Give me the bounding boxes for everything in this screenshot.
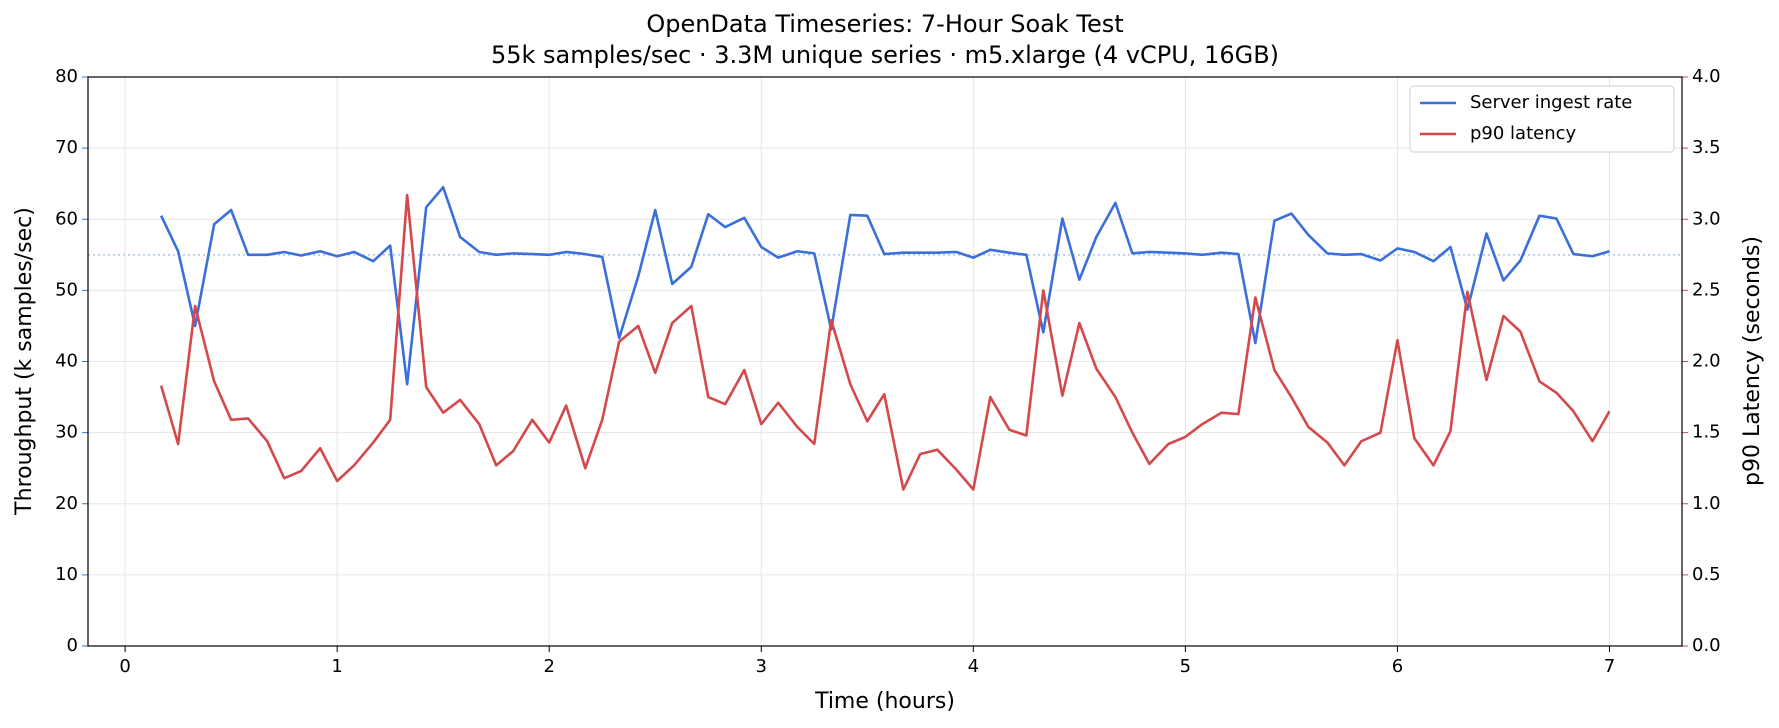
- y-tick-label: 10: [55, 564, 78, 585]
- y-tick-label: 50: [55, 279, 78, 300]
- legend-box: [1409, 85, 1675, 153]
- y2-tick-label: 3.5: [1692, 137, 1721, 158]
- y2-tick-label: 1.0: [1692, 493, 1721, 514]
- x-tick-label: 1: [331, 656, 342, 677]
- y2-tick-label: 2.5: [1692, 279, 1721, 300]
- legend-label: p90 latency: [1470, 123, 1577, 144]
- series-line: [159, 193, 1611, 491]
- y-tick-label: 0: [67, 635, 78, 656]
- x-tick-label: 4: [968, 656, 979, 677]
- y2-axis-label: p90 Latency (seconds): [1740, 236, 1765, 486]
- y2-tick-label: 4.0: [1692, 66, 1721, 87]
- y-tick-label: 40: [55, 351, 78, 372]
- y-tick-label: 30: [55, 422, 78, 443]
- y-tick-label: 70: [55, 137, 78, 158]
- x-axis-label: Time (hours): [814, 689, 955, 714]
- y2-tick-label: 2.0: [1692, 351, 1721, 372]
- x-tick-label: 3: [756, 656, 767, 677]
- x-tick-label: 7: [1604, 656, 1615, 677]
- x-tick-label: 2: [543, 656, 554, 677]
- legend: Server ingest rate p90 latency: [1409, 85, 1675, 153]
- x-tick-label: 6: [1392, 656, 1403, 677]
- y2-tick-label: 0.0: [1692, 635, 1721, 656]
- y2-tick-label: 3.0: [1692, 208, 1721, 229]
- y2-tick-label: 0.5: [1692, 564, 1721, 585]
- chart-title: OpenData Timeseries: 7-Hour Soak Test: [646, 10, 1123, 38]
- y-tick-label: 80: [55, 66, 78, 87]
- y2-tick-label: 1.5: [1692, 422, 1721, 443]
- plot-frame: [87, 76, 1683, 647]
- y-axis-label: Throughput (k samples/sec): [12, 207, 37, 516]
- legend-label: Server ingest rate: [1470, 92, 1632, 113]
- y-tick-label: 60: [55, 208, 78, 229]
- x-tick-label: 5: [1180, 656, 1191, 677]
- chart-subtitle: 55k samples/sec · 3.3M unique series · m…: [491, 41, 1279, 69]
- series-line: [159, 185, 1610, 386]
- x-tick-label: 0: [119, 656, 130, 677]
- y-tick-label: 20: [55, 493, 78, 514]
